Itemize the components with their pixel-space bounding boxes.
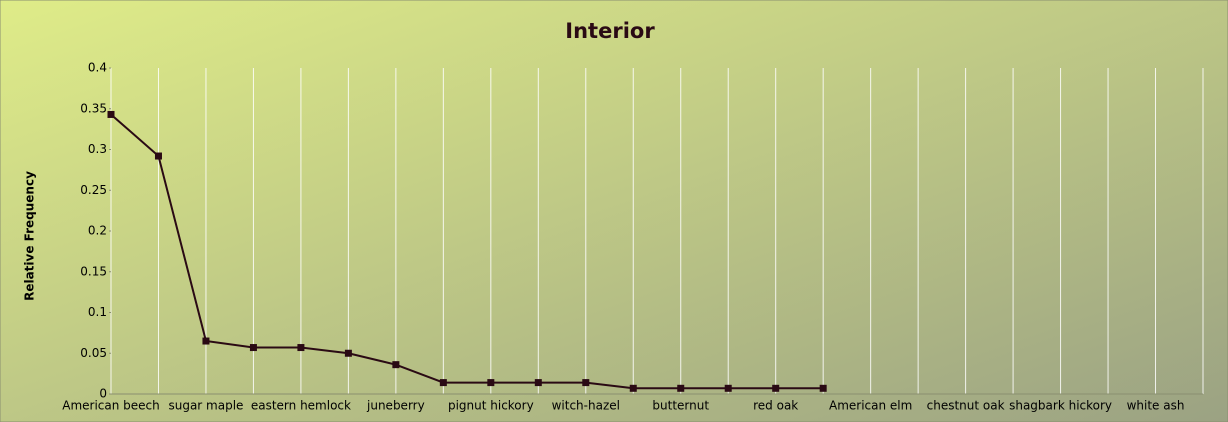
- marker: [107, 110, 115, 118]
- marker: [202, 337, 210, 345]
- line: [110, 113, 824, 390]
- x-tick-label: butternut: [652, 399, 709, 413]
- x-tick-label: American beech: [62, 399, 160, 413]
- marker: [534, 379, 542, 387]
- marker: [487, 379, 495, 387]
- x-tick-label: chestnut oak: [927, 399, 1005, 413]
- y-axis-title: Relative Frequency: [23, 171, 37, 301]
- x-tick-label: American elm: [829, 399, 912, 413]
- y-tick-label: 0.2: [88, 224, 107, 238]
- y-tick-label: 0.05: [80, 346, 107, 360]
- x-tick-label: red oak: [753, 399, 798, 413]
- x-tick-label: sugar maple: [168, 399, 243, 413]
- marker: [724, 384, 732, 392]
- marker: [677, 384, 685, 392]
- x-tick-label: shagbark hickory: [1009, 399, 1112, 413]
- y-tick-label: 0.1: [88, 305, 107, 319]
- chart-title: Interior: [565, 19, 655, 43]
- marker: [297, 344, 305, 352]
- y-tick-label: 0.3: [88, 142, 107, 156]
- y-tick-label: 0: [99, 387, 107, 401]
- marker: [819, 384, 827, 392]
- y-tick-label: 0.35: [80, 101, 107, 115]
- y-tick-label: 0.4: [88, 61, 107, 75]
- marker: [249, 344, 257, 352]
- x-tick-label: pignut hickory: [448, 399, 534, 413]
- x-tick-label: white ash: [1127, 399, 1185, 413]
- marker: [154, 152, 162, 160]
- marker: [772, 384, 780, 392]
- marker: [582, 379, 590, 387]
- marker: [629, 384, 637, 392]
- x-tick-label: eastern hemlock: [251, 399, 351, 413]
- y-tick-label: 0.15: [80, 264, 107, 278]
- marker: [344, 349, 352, 357]
- marker: [439, 379, 447, 387]
- plot-area: American beech sugar maple eastern hemlock…: [62, 61, 1204, 413]
- y-tick-label: 0.25: [80, 183, 107, 197]
- marker: [392, 361, 400, 369]
- x-tick-label: juneberry: [366, 399, 425, 413]
- x-tick-label: witch-hazel: [552, 399, 620, 413]
